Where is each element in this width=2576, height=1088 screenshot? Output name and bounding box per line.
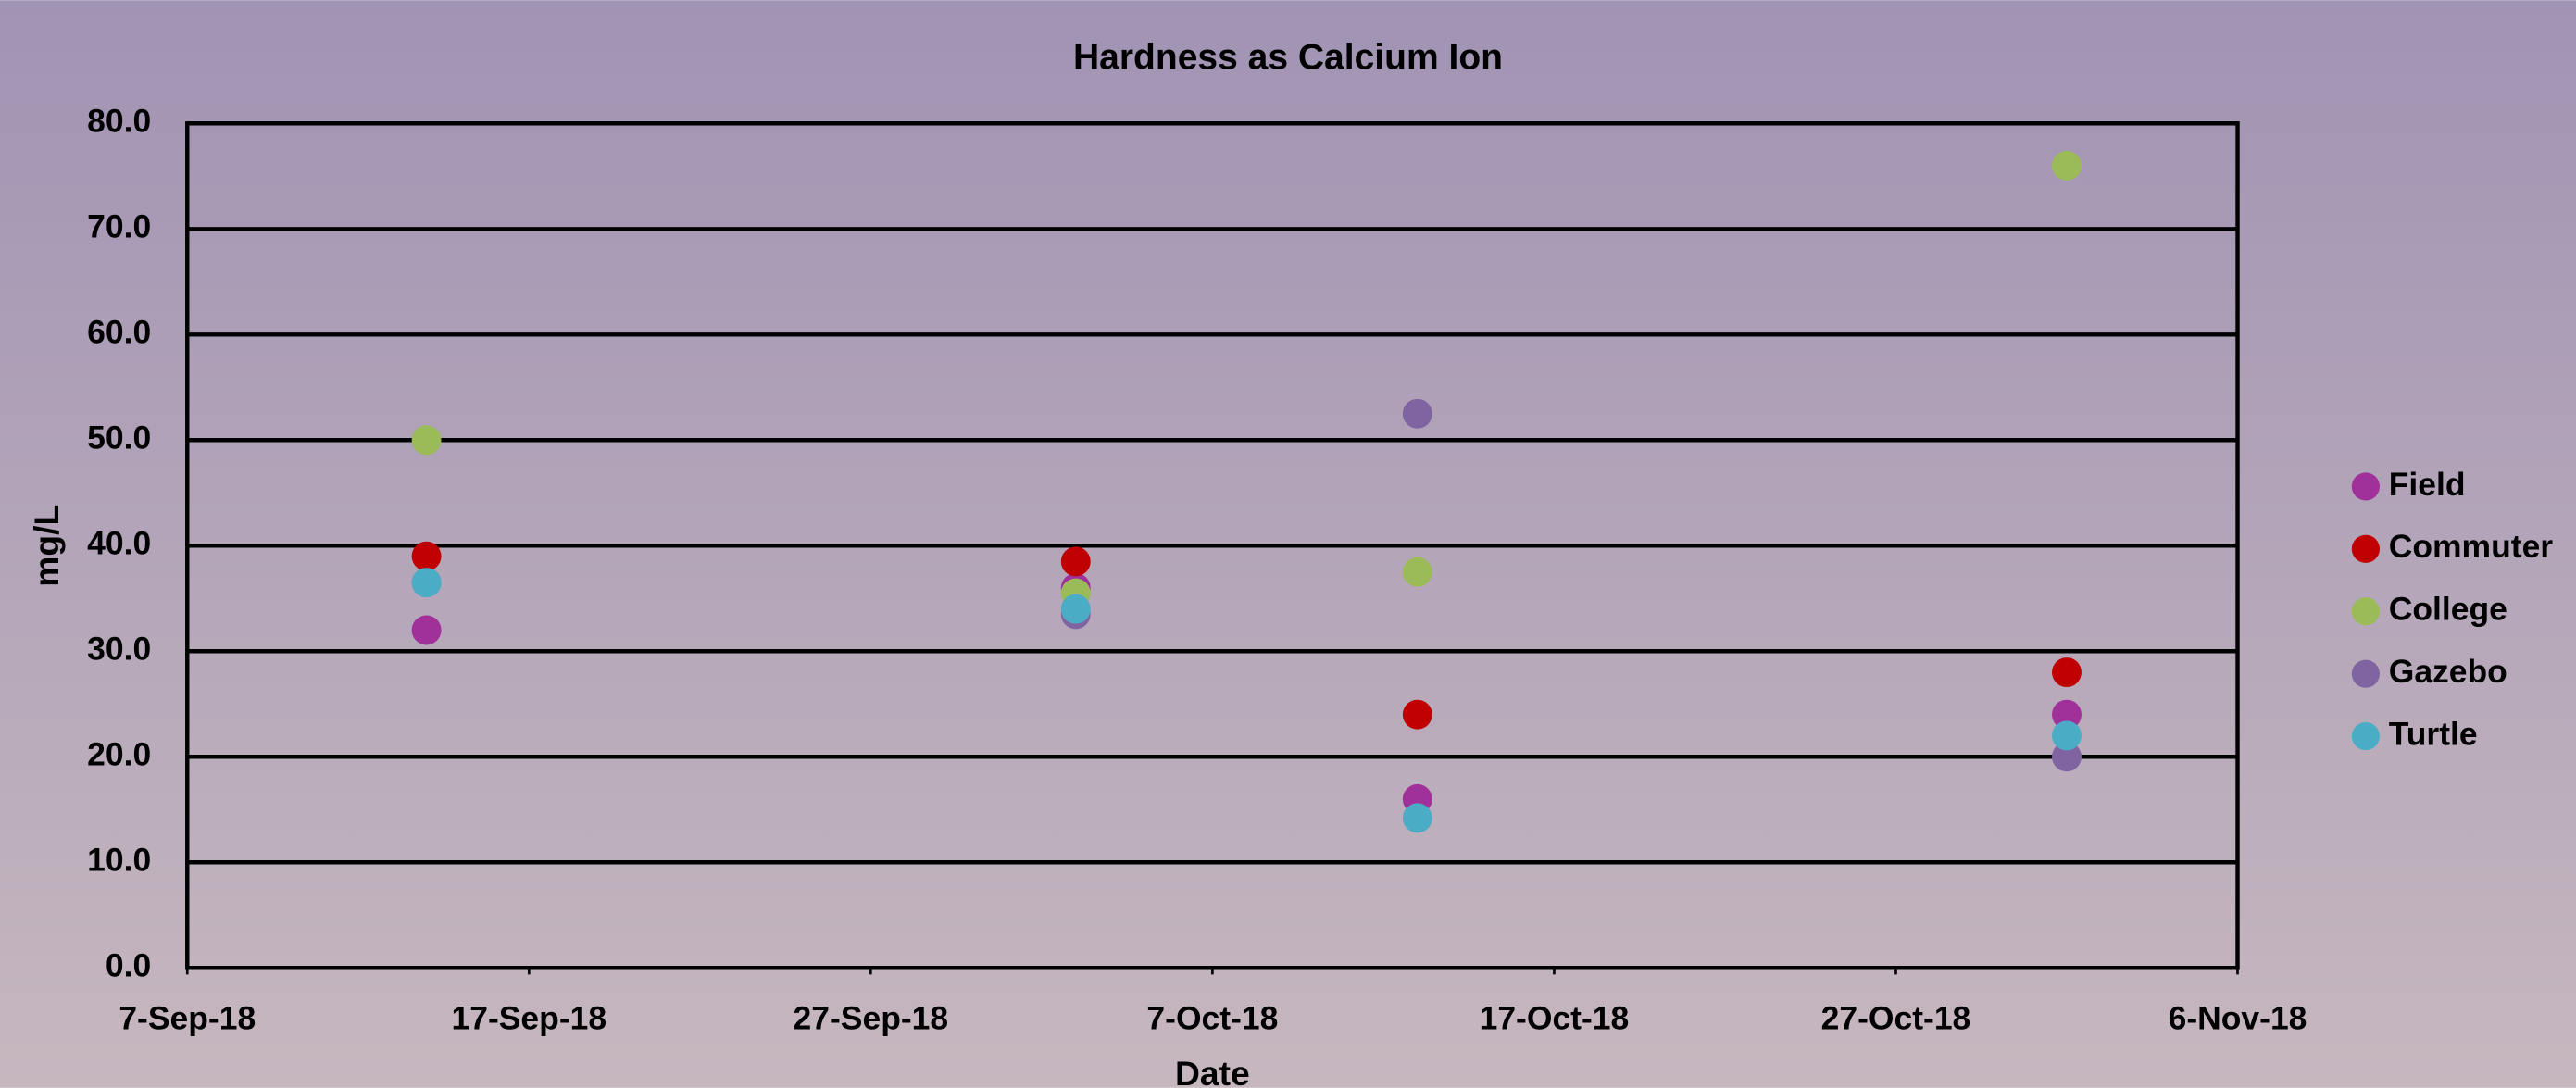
x-tick-label: 6-Nov-18	[2169, 999, 2307, 1036]
legend-label: Gazebo	[2389, 653, 2507, 690]
x-axis-label: Date	[1175, 1054, 1250, 1088]
y-tick-label: 60.0	[87, 314, 151, 351]
x-tick-label: 7-Oct-18	[1146, 999, 1278, 1036]
legend-marker	[2351, 534, 2380, 563]
point	[1060, 594, 1091, 624]
y-tick-label: 20.0	[87, 736, 151, 773]
legend-marker	[2351, 597, 2380, 626]
point	[1402, 398, 1432, 429]
legend-label: College	[2389, 591, 2507, 628]
point	[1402, 803, 1432, 833]
y-tick-label: 30.0	[87, 631, 151, 668]
legend-label: Turtle	[2389, 715, 2478, 752]
point	[411, 568, 442, 598]
chart-title: Hardness as Calcium Ion	[1073, 37, 1503, 77]
x-tick-label: 7-Sep-18	[119, 999, 256, 1036]
legend-marker	[2351, 659, 2380, 688]
legend-label: Commuter	[2389, 528, 2554, 565]
point	[1060, 546, 1091, 577]
point	[2052, 657, 2082, 688]
y-axis-label: mg/L	[27, 505, 66, 587]
legend-label: Field	[2389, 466, 2466, 503]
x-tick-label: 17-Sep-18	[452, 999, 607, 1036]
point	[411, 615, 442, 645]
x-tick-label: 27-Sep-18	[794, 999, 949, 1036]
legend-marker	[2351, 472, 2380, 501]
point	[2052, 150, 2082, 181]
point	[411, 425, 442, 456]
legend-marker	[2351, 722, 2380, 751]
y-tick-label: 0.0	[106, 947, 151, 984]
point	[2052, 699, 2082, 730]
y-tick-label: 80.0	[87, 103, 151, 140]
point	[2052, 742, 2082, 772]
x-tick-label: 17-Oct-18	[1480, 999, 1630, 1036]
point	[411, 541, 442, 571]
point	[2052, 720, 2082, 751]
point	[1402, 557, 1432, 587]
y-tick-label: 40.0	[87, 525, 151, 562]
y-tick-label: 10.0	[87, 842, 151, 879]
y-tick-label: 50.0	[87, 419, 151, 456]
point	[1402, 699, 1432, 730]
x-tick-label: 27-Oct-18	[1821, 999, 1971, 1036]
plot-border	[185, 121, 2240, 970]
y-tick-label: 70.0	[87, 208, 151, 245]
